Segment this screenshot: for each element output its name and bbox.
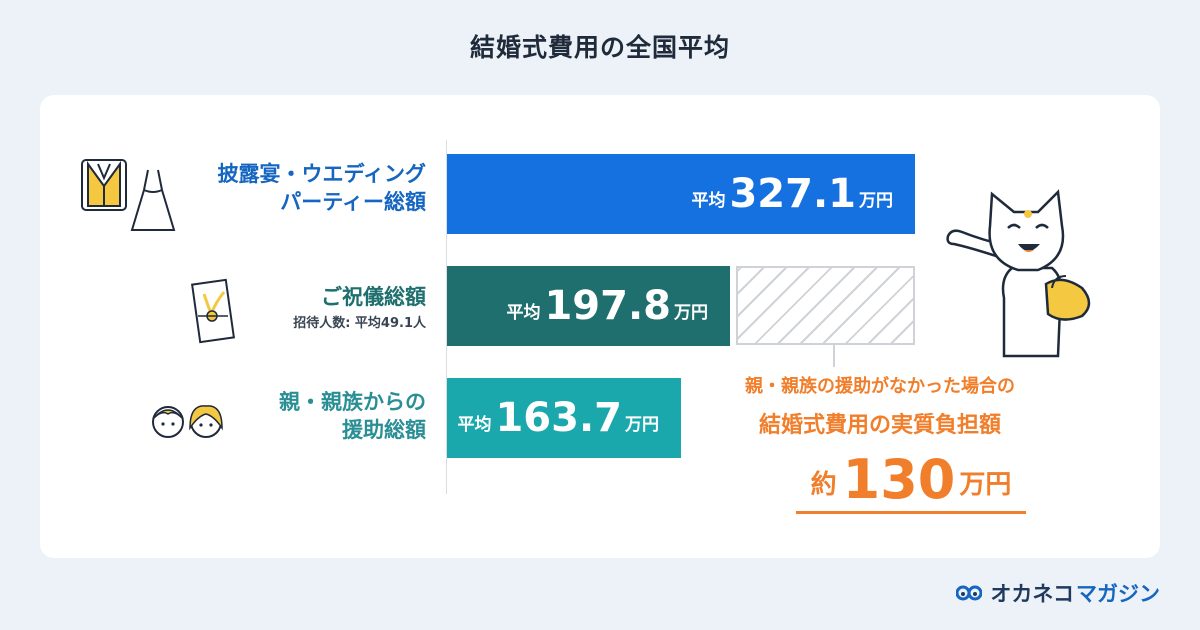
annotation-connector-line: [833, 345, 835, 367]
bar-gift-money: 平均 197.8 万円: [447, 266, 730, 346]
bar-value-prefix: 平均: [457, 414, 492, 435]
bar-value-unit: 万円: [859, 190, 893, 211]
parents-faces-icon: [152, 405, 223, 438]
category-label-banquet: 披露宴・ウエディング パーティー総額: [217, 160, 426, 217]
okaneco-logo-icon: [956, 585, 983, 601]
bar-value-label: 163.7: [495, 395, 622, 441]
remaining-burden-hatched-bar: [736, 266, 915, 345]
category-label-family-support: 親・親族からの 援助総額: [279, 388, 426, 445]
bar-value-prefix: 平均: [691, 190, 726, 211]
category-label-line: パーティー総額: [280, 190, 426, 215]
cat-mascot-illustration: [946, 189, 1091, 358]
category-label-gift-money: ご祝儀総額 招待人数: 平均49.1人: [293, 283, 426, 333]
brand-logo: オカネコ マガジン: [956, 578, 1160, 608]
annotation-line-1: 親・親族の援助がなかった場合の: [745, 376, 1015, 397]
category-label-line: ご祝儀総額: [321, 285, 426, 309]
brand-name-part2: マガジン: [1076, 582, 1160, 606]
bar-banquet: 平均 327.1 万円: [447, 154, 915, 234]
bar-value-label: 197.8: [544, 283, 671, 329]
chart-axis-line: [446, 140, 447, 494]
chart-title: 結婚式費用の全国平均: [469, 33, 730, 62]
annotation-total-unit: 万円: [959, 470, 1012, 500]
bar-value-unit: 万円: [625, 414, 659, 435]
tuxedo-dress-icon: [81, 159, 176, 231]
annotation-line-2: 結婚式費用の実質負担額: [758, 413, 1001, 438]
bar-value-label: 327.1: [729, 171, 856, 217]
annotation-total-prefix: 約: [810, 470, 837, 500]
bar-value-unit: 万円: [674, 302, 708, 323]
category-label-line: 披露宴・ウエディング: [217, 162, 426, 186]
bar-family-support: 平均 163.7 万円: [447, 378, 681, 458]
category-sublabel: 招待人数: 平均49.1人: [293, 316, 426, 332]
category-label-line: 親・親族からの: [279, 390, 426, 414]
annotation-total-value: 130: [842, 448, 956, 511]
gift-envelope-icon: [190, 278, 236, 344]
bar-value-prefix: 平均: [506, 302, 541, 323]
annotation-total: 約 130 万円: [796, 442, 1026, 514]
brand-name-part1: オカネコ: [990, 582, 1074, 606]
category-label-line: 援助総額: [342, 418, 426, 443]
